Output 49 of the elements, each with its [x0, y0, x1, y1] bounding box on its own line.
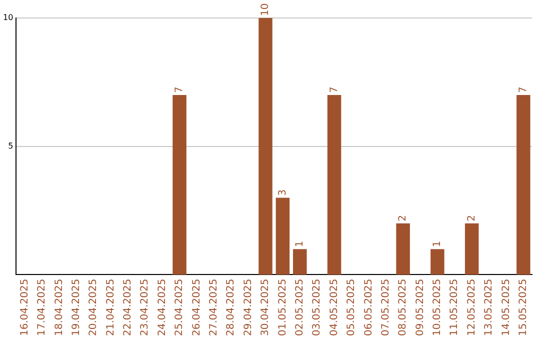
data-label: 1 — [432, 240, 444, 248]
bar — [258, 18, 272, 275]
x-tick-label: 08.05.2025 — [398, 278, 409, 336]
x-tick-label: 17.04.2025 — [36, 278, 48, 336]
x-tick-label: 12.05.2025 — [466, 278, 478, 336]
x-tick-label: 10.05.2025 — [432, 278, 444, 336]
bar — [516, 95, 530, 275]
x-tick-label: 19.04.2025 — [70, 278, 82, 336]
x-tick-label: 01.05.2025 — [277, 278, 288, 336]
x-tick-label: 24.04.2025 — [156, 278, 168, 336]
bar — [327, 95, 342, 275]
x-tick-label: 03.05.2025 — [312, 278, 323, 336]
x-tick-label: 23.04.2025 — [140, 278, 151, 336]
x-tick-label: 22.04.2025 — [122, 278, 134, 336]
bar — [430, 249, 444, 275]
data-label: 10 — [260, 3, 272, 16]
x-tick-label: 04.05.2025 — [328, 278, 340, 336]
x-tick-label: 05.05.2025 — [346, 278, 358, 336]
x-tick-label: 18.04.2025 — [54, 278, 65, 336]
data-label: 1 — [294, 240, 306, 248]
x-tick-label: 21.04.2025 — [105, 278, 116, 336]
data-label: 7 — [518, 86, 529, 94]
x-tick-label: 06.05.2025 — [363, 278, 374, 336]
x-tick-label: 28.04.2025 — [226, 278, 237, 336]
data-label: 7 — [328, 86, 340, 94]
data-label: 7 — [174, 86, 186, 94]
data-label: 3 — [277, 189, 288, 196]
x-tick-label: 07.05.2025 — [380, 278, 392, 336]
x-tick-label: 09.05.2025 — [414, 278, 426, 336]
x-tick-label: 30.04.2025 — [260, 278, 272, 336]
bar — [396, 223, 410, 275]
x-tick-label: 02.05.2025 — [294, 278, 306, 336]
x-tick-label: 20.04.2025 — [88, 278, 100, 336]
x-tick-label: 14.05.2025 — [500, 278, 512, 336]
data-label: 2 — [398, 215, 409, 222]
bar — [172, 95, 186, 275]
bar — [276, 198, 290, 275]
x-tick-label: 11.05.2025 — [449, 278, 460, 336]
x-tick-label: 15.05.2025 — [518, 278, 529, 336]
data-label: 2 — [466, 215, 478, 222]
bar — [464, 223, 479, 275]
x-tick-label: 25.04.2025 — [174, 278, 186, 336]
x-tick-label: 27.04.2025 — [208, 278, 220, 336]
y-tick-label: 5 — [8, 141, 14, 150]
bar — [293, 249, 307, 275]
x-tick-label: 26.04.2025 — [191, 278, 202, 336]
x-tick-label: 13.05.2025 — [484, 278, 495, 336]
x-tick-label: 16.04.2025 — [19, 278, 30, 336]
x-tick-label: 29.04.2025 — [242, 278, 254, 336]
